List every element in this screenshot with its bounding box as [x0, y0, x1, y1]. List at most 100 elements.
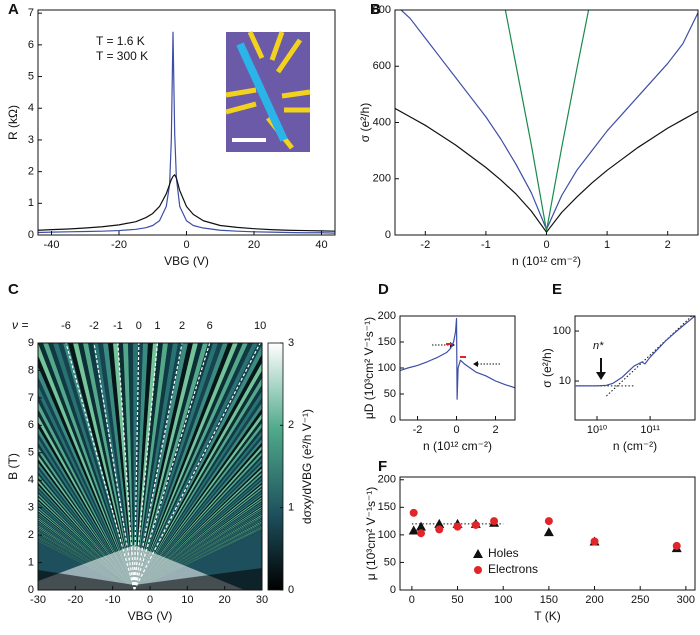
- heatmap-stripe: [38, 532, 135, 590]
- heatmap-stripe: [134, 413, 262, 590]
- heatmap-stripe: [134, 517, 262, 590]
- heatmap-stripe: [38, 401, 135, 590]
- y-axis-label: B (T): [6, 453, 20, 480]
- y-tick-label: 2: [28, 529, 34, 541]
- heatmap-stripe: [128, 343, 135, 590]
- nu-label: 10: [254, 320, 266, 332]
- heatmap-stripe: [134, 510, 262, 590]
- inset-image: [225, 30, 311, 152]
- nu-label: 6: [207, 320, 213, 332]
- heatmap-stripe: [134, 512, 262, 590]
- heatmap-stripe: [134, 431, 262, 590]
- heatmap-stripe: [134, 487, 262, 590]
- y-tick-label: 100: [378, 529, 396, 541]
- nu-label: -1: [113, 320, 123, 332]
- heatmap-stripe: [134, 503, 262, 590]
- fan-line: [133, 343, 261, 590]
- point: [416, 521, 427, 531]
- y-tick-label: 600: [373, 60, 391, 72]
- x-tick-label: 10: [181, 594, 193, 606]
- heatmap-stripe: [134, 495, 262, 590]
- heatmap-noise: [38, 568, 262, 590]
- legend-label: T = 1.6 K: [96, 34, 145, 48]
- y-tick-label: 100: [378, 362, 396, 374]
- legend-label: Electrons: [488, 562, 538, 576]
- x-axis-label: n (cm⁻²): [613, 439, 657, 453]
- series-line: [395, 107, 698, 233]
- y-tick-label: 0: [390, 584, 396, 596]
- y-tick-label: 2: [28, 166, 34, 178]
- x-tick-label: 20: [219, 594, 231, 606]
- heatmap-stripe: [38, 484, 135, 590]
- heatmap-stripe: [58, 343, 135, 590]
- y-axis-label: σ (e²/h): [358, 103, 372, 142]
- point: [453, 522, 462, 531]
- x-tick-label: 150: [540, 594, 558, 606]
- heatmap-stripe: [38, 462, 135, 590]
- x-tick-label: 2: [665, 239, 671, 251]
- y-axis-label: σ (e²/h): [540, 348, 554, 387]
- heatmap-stripe: [134, 408, 262, 590]
- heatmap-stripe: [113, 343, 135, 590]
- y-tick-label: 10: [559, 375, 571, 387]
- y-tick-label: 150: [378, 501, 396, 513]
- heatmap-stripe: [134, 377, 262, 590]
- heatmap-stripe: [134, 452, 262, 590]
- point: [409, 508, 418, 517]
- heatmap-stripe: [134, 403, 262, 590]
- nu-label: -2: [89, 320, 99, 332]
- heatmap-stripe: [134, 422, 262, 590]
- heatmap-stripe: [134, 344, 262, 590]
- heatmap-stripe: [134, 354, 262, 590]
- heatmap-stripe: [78, 343, 135, 590]
- fan-line: [133, 343, 183, 590]
- x-tick-label: 0: [409, 594, 415, 606]
- heatmap-stripe: [134, 484, 262, 590]
- heatmap-stripe: [38, 489, 135, 590]
- y-tick-label: 50: [384, 388, 396, 400]
- y-tick-label: 4: [28, 474, 34, 486]
- heatmap-stripe: [88, 343, 135, 590]
- fan-line: [133, 343, 211, 590]
- point: [590, 537, 599, 546]
- x-tick-label: 40: [315, 239, 327, 251]
- y-tick-label: 8: [28, 364, 34, 376]
- y-tick-label: 0: [390, 414, 396, 426]
- x-tick-label: 10¹¹: [640, 424, 660, 436]
- heatmap-stripe: [134, 511, 262, 590]
- legend-label: T = 300 K: [96, 49, 148, 63]
- fan-line: [117, 343, 135, 590]
- point: [408, 525, 419, 535]
- y-tick-label: 200: [373, 173, 391, 185]
- heatmap-stripe: [134, 391, 262, 590]
- y-tick-label: 3: [28, 134, 34, 146]
- heatmap-stripe: [134, 445, 262, 590]
- x-tick-label: 1: [604, 239, 610, 251]
- y-tick-label: 200: [378, 310, 396, 322]
- heatmap-stripe: [134, 418, 262, 590]
- x-tick-label: 250: [631, 594, 649, 606]
- x-tick-label: 300: [677, 594, 695, 606]
- heatmap-stripe: [134, 397, 262, 590]
- heatmap-stripe: [134, 476, 262, 590]
- plot-frame: [574, 315, 696, 421]
- plot-area: [575, 316, 695, 397]
- plot-area: [38, 31, 335, 234]
- heatmap-stripe: [38, 527, 135, 590]
- point: [490, 517, 499, 526]
- x-axis-label: VBG (V): [164, 254, 209, 268]
- colorbar: [267, 342, 284, 591]
- y-tick-label: 5: [28, 70, 34, 82]
- x-axis-label: VBG (V): [128, 609, 173, 623]
- heatmap-stripe: [38, 343, 135, 590]
- series-line: [400, 10, 698, 230]
- heatmap-stripe: [134, 435, 262, 590]
- series-line: [38, 31, 335, 234]
- heatmap-stripe: [134, 499, 262, 590]
- x-tick-label: 0: [543, 239, 549, 251]
- y-tick-label: 0: [28, 584, 34, 596]
- heatmap-stripe: [38, 536, 135, 590]
- legend-marker: [474, 566, 482, 574]
- series-line: [504, 10, 590, 232]
